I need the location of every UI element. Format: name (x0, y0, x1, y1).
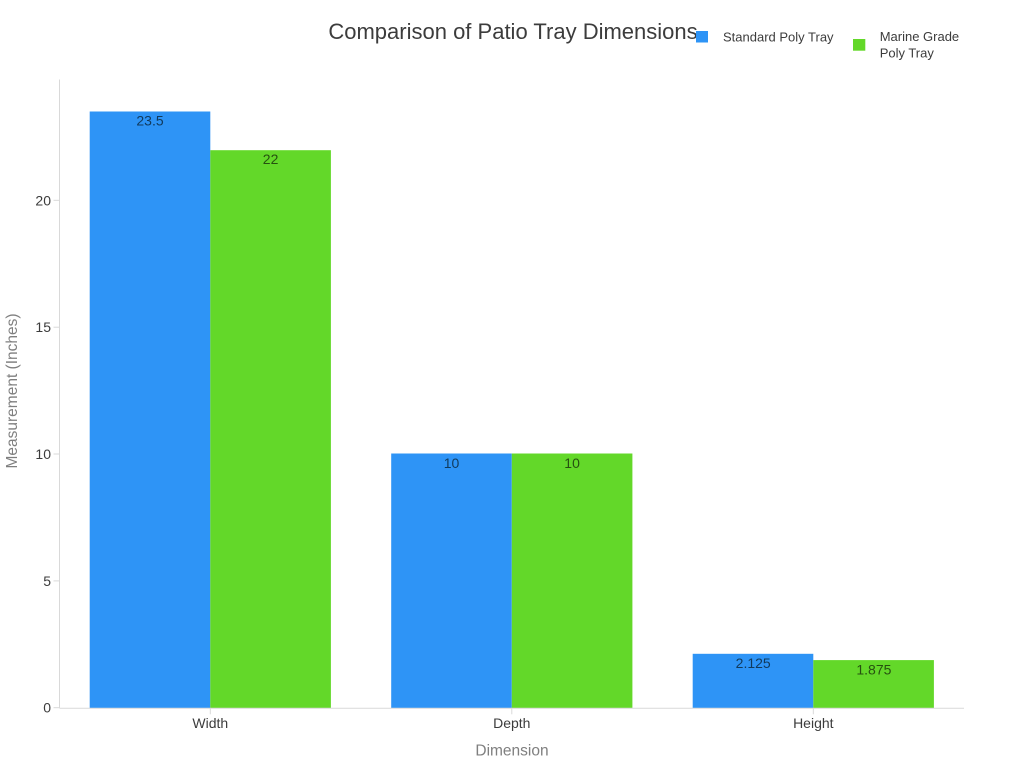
svg-text:Marine Grade: Marine Grade (880, 29, 959, 44)
svg-text:2.125: 2.125 (736, 655, 771, 671)
svg-text:20: 20 (35, 192, 51, 208)
svg-text:Standard Poly Tray: Standard Poly Tray (723, 30, 834, 45)
svg-text:Width: Width (192, 715, 228, 731)
svg-text:Comparison of Patio Tray Dimen: Comparison of Patio Tray Dimensions (328, 19, 697, 44)
svg-text:1.875: 1.875 (856, 662, 891, 678)
svg-text:Poly Tray: Poly Tray (880, 45, 935, 60)
svg-text:10: 10 (564, 455, 580, 471)
svg-text:22: 22 (263, 151, 279, 167)
svg-text:Height: Height (793, 715, 834, 731)
svg-text:Depth: Depth (493, 715, 530, 731)
svg-text:10: 10 (35, 446, 51, 462)
svg-text:5: 5 (43, 573, 51, 589)
svg-text:23.5: 23.5 (136, 113, 163, 129)
svg-text:Measurement (Inches): Measurement (Inches) (4, 313, 21, 468)
svg-text:10: 10 (444, 455, 460, 471)
svg-text:Dimension: Dimension (475, 743, 548, 760)
svg-text:0: 0 (43, 700, 51, 716)
svg-text:15: 15 (35, 319, 51, 335)
